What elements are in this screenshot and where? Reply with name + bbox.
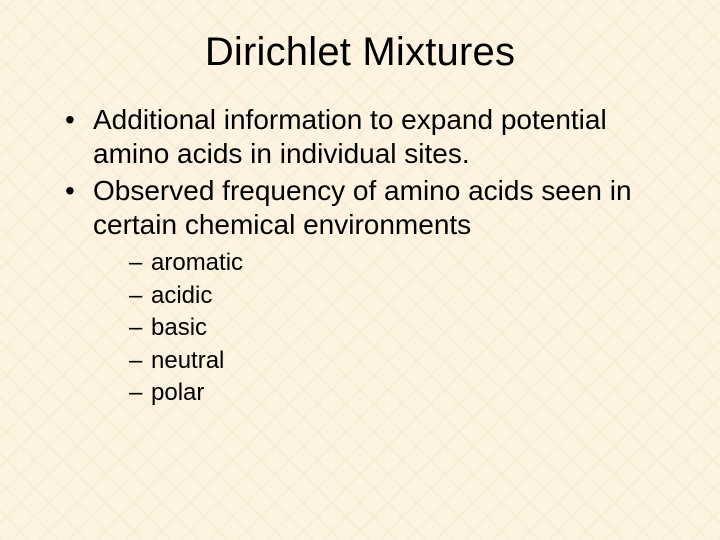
bullet-text: Observed frequency of amino acids seen i… [93, 175, 632, 240]
sub-item: basic [129, 312, 665, 344]
sub-item: polar [129, 377, 665, 409]
sub-item: neutral [129, 345, 665, 377]
slide-title: Dirichlet Mixtures [55, 30, 665, 75]
bullet-text: Additional information to expand potenti… [93, 104, 607, 169]
bullet-item: Additional information to expand potenti… [65, 103, 665, 170]
sub-item: aromatic [129, 247, 665, 279]
bullet-list: Additional information to expand potenti… [55, 103, 665, 409]
sub-item: acidic [129, 280, 665, 312]
bullet-item: Observed frequency of amino acids seen i… [65, 174, 665, 409]
sub-list: aromatic acidic basic neutral polar [93, 247, 665, 409]
slide: Dirichlet Mixtures Additional informatio… [0, 0, 720, 540]
